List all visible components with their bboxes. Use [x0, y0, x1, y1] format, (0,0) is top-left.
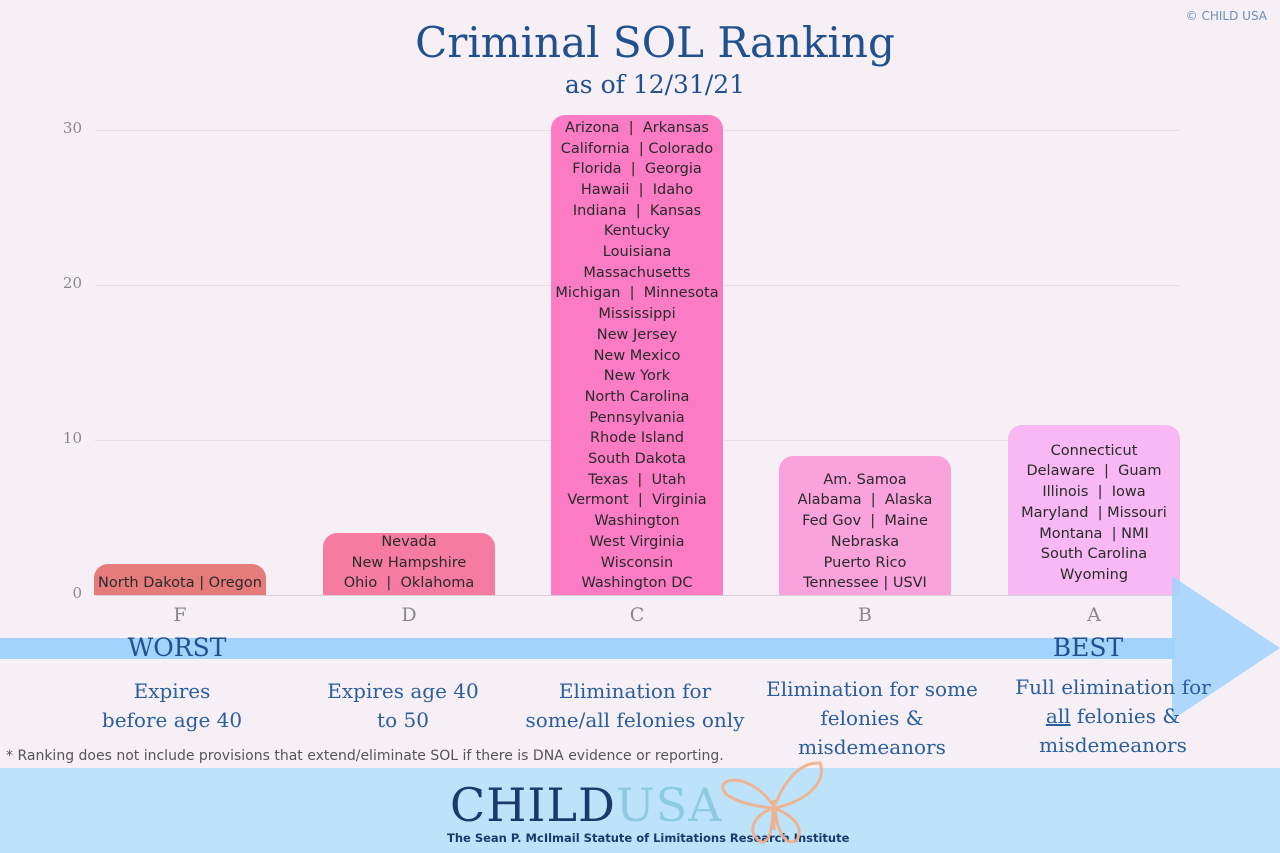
bar-label-line: Kentucky	[603, 223, 671, 240]
bar-label-line: Nevada	[381, 533, 437, 550]
best-label: BEST	[1052, 633, 1124, 662]
bar-label-line: Fed Gov | Maine	[802, 513, 928, 530]
bar-label-line: Michigan | Minnesota	[555, 285, 719, 302]
bar-F: North Dakota | Oregon	[94, 564, 266, 595]
bar-label-line: Wisconsin	[600, 554, 674, 571]
bar-label-line: Washington DC	[581, 575, 693, 592]
worst-label: WORST	[127, 633, 227, 662]
ranking-arrow-head-icon	[1172, 576, 1280, 720]
logo: CHILDUSA	[450, 778, 722, 832]
y-tick-label: 30	[62, 119, 82, 137]
bar-A: Connecticut Delaware | Guam Illinois | Iow…	[1008, 424, 1180, 595]
bar-label-line: North Dakota | Oregon	[98, 575, 262, 592]
bar-label-line: Puerto Rico	[823, 554, 907, 571]
description-line: to 50	[377, 708, 429, 732]
bar-label-line: Mississippi	[598, 306, 676, 323]
bar-label-line: Nebraska	[830, 533, 900, 550]
bar-label-line: Hawaii | Idaho	[580, 181, 694, 198]
bar-label-line: Maryland | Missouri	[1021, 504, 1167, 521]
bar-label-line: Louisiana	[602, 244, 672, 261]
description-line: Expires age 40	[327, 679, 479, 703]
description-line: felonies &	[820, 706, 924, 730]
bar-label-line: Montana | NMI	[1039, 525, 1149, 542]
bar-label-line: Washington	[594, 513, 680, 530]
bar-C: Arizona | Arkansas California | Colorado F…	[551, 114, 723, 595]
bar-label-line: South Dakota	[587, 451, 687, 468]
bar-label-line: Pennsylvania	[589, 409, 685, 426]
bar-label-line: California | Colorado	[560, 140, 714, 157]
bar-label-line: New York	[603, 368, 671, 385]
description-line: Expires	[133, 679, 211, 703]
gridline	[95, 595, 1180, 596]
grade-description: Elimination for some/all felonies only	[505, 677, 765, 735]
ranking-arrow-shaft	[0, 638, 1175, 659]
x-tick-label: B	[858, 604, 872, 626]
footer-band	[0, 768, 1280, 853]
bar-label-line: Massachusetts	[583, 264, 691, 281]
grade-description: Expires before age 40	[42, 677, 302, 735]
bar-label-line: Am. Samoa	[823, 471, 907, 488]
bar-label-line: Alabama | Alaska	[797, 492, 933, 509]
bar-label-line: Indiana | Kansas	[572, 202, 702, 219]
y-tick-label: 20	[62, 274, 82, 292]
chart-subtitle: as of 12/31/21	[564, 70, 746, 99]
logo-tagline: The Sean P. McIlmail Statute of Limitati…	[447, 831, 850, 845]
bar-label-line: Florida | Georgia	[572, 161, 702, 178]
footnote: * Ranking does not include provisions th…	[6, 748, 724, 764]
description-line: Full elimination for	[1015, 675, 1211, 699]
description-line: some/all felonies only	[525, 708, 745, 732]
y-tick-label: 0	[72, 584, 82, 602]
grade-description: Expires age 40 to 50	[273, 677, 533, 735]
bar-label-line: Arizona | Arkansas	[565, 119, 709, 136]
logo-usa-text: USA	[615, 778, 723, 832]
logo-child-text: CHILD	[450, 778, 616, 832]
bar-label-line: North Carolina	[584, 388, 690, 405]
bar-label-line: West Virginia	[589, 533, 685, 550]
x-tick-label: A	[1087, 604, 1101, 626]
description-line: all felonies &	[1045, 704, 1181, 728]
grade-description: Full elimination for all felonies & misdem…	[983, 673, 1243, 760]
bar-label-line: Tennessee | USVI	[803, 575, 927, 592]
bar-label-line: New Mexico	[593, 347, 681, 364]
description-line: Elimination for	[558, 679, 712, 703]
bar-label-line: Texas | Utah	[588, 471, 686, 488]
emphasis-all: all	[1045, 704, 1071, 728]
bar-label-line: Rhode Island	[589, 430, 684, 447]
x-tick-label: D	[401, 604, 417, 626]
bar-label-line: New Hampshire	[351, 554, 467, 571]
description-line: misdemeanors	[1039, 733, 1187, 757]
butterfly-icon	[721, 761, 823, 844]
description-line: misdemeanors	[798, 735, 946, 759]
bar-label-line: South Carolina	[1040, 546, 1148, 563]
y-tick-label: 10	[62, 429, 82, 447]
bar-B: Am. Samoa Alabama | Alaska Fed Gov | Maine…	[779, 455, 951, 595]
bar-label-line: Illinois | Iowa	[1042, 484, 1146, 501]
bar-label-line: New Jersey	[596, 326, 678, 343]
bar-label-line: Delaware | Guam	[1026, 463, 1162, 480]
bar-D: Nevada New Hampshire Ohio | Oklahoma	[323, 533, 495, 595]
bar-label-line: Vermont | Virginia	[567, 492, 707, 509]
x-tick-label: C	[629, 604, 645, 626]
description-line: before age 40	[101, 708, 243, 732]
chart-title: Criminal SOL Ranking	[415, 18, 895, 67]
bar-label-line: Connecticut	[1050, 442, 1138, 459]
bar-label-line: Ohio | Oklahoma	[343, 575, 475, 592]
x-tick-label: F	[173, 604, 187, 626]
copyright: © CHILD USA	[1185, 9, 1267, 23]
description-line: Elimination for some	[766, 677, 978, 701]
bar-label-line: Wyoming	[1059, 567, 1129, 583]
grade-description: Elimination for some felonies & misdemeano…	[742, 675, 1002, 762]
